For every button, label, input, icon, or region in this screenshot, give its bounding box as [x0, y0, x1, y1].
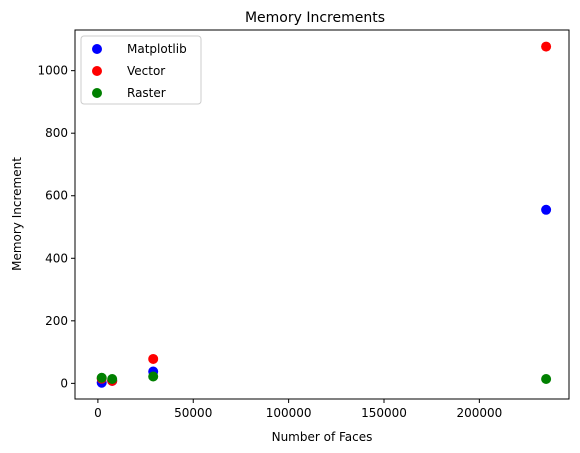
x-tick-label: 200000 — [456, 406, 502, 420]
point-raster-3 — [541, 373, 552, 384]
point-matplotlib-3 — [541, 204, 552, 215]
legend-label-vector: Vector — [127, 64, 165, 78]
y-tick-label: 0 — [60, 376, 68, 390]
point-vector-3 — [541, 41, 552, 52]
legend: Matplotlib Vector Raster — [80, 35, 202, 105]
legend-marker-matplotlib — [92, 44, 102, 54]
x-axis: 0 50000 100000 150000 200000 — [94, 399, 502, 420]
y-axis: 0 200 400 600 800 1000 — [37, 64, 75, 390]
x-tick-label: 0 — [94, 406, 102, 420]
x-tick-label: 150000 — [361, 406, 407, 420]
legend-label-matplotlib: Matplotlib — [127, 42, 187, 56]
y-tick-label: 600 — [45, 189, 68, 203]
y-tick-label: 200 — [45, 314, 68, 328]
legend-box — [80, 35, 202, 105]
data-points — [96, 41, 552, 388]
legend-marker-vector — [92, 66, 102, 76]
y-tick-label: 1000 — [37, 64, 68, 78]
chart-title: Memory Increments — [245, 10, 385, 26]
x-axis-label: Number of Faces — [272, 430, 373, 444]
point-raster-0 — [96, 372, 107, 383]
x-tick-label: 100000 — [266, 406, 312, 420]
point-raster-1 — [107, 373, 118, 384]
point-raster-2 — [148, 371, 159, 382]
y-axis-label: Memory Increment — [10, 157, 24, 271]
point-vector-2 — [148, 353, 159, 364]
y-tick-label: 800 — [45, 126, 68, 140]
y-tick-label: 400 — [45, 251, 68, 265]
legend-label-raster: Raster — [127, 86, 166, 100]
x-tick-label: 50000 — [174, 406, 212, 420]
legend-marker-raster — [92, 88, 102, 98]
